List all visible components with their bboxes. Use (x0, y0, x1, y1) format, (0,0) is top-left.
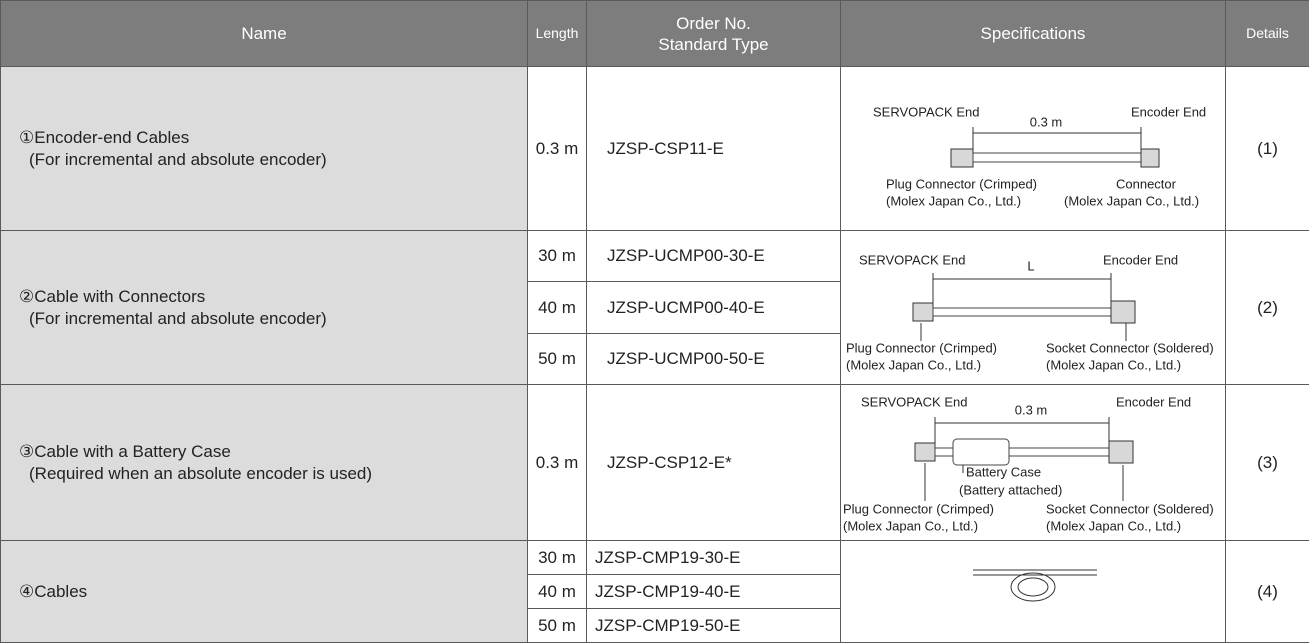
diagram-label: Encoder End (1103, 252, 1178, 267)
diagram-label: Encoder End (1131, 104, 1206, 119)
order-no: JZSP-CMP19-50-E (586, 608, 841, 643)
name: ①Encoder-end Cables (19, 127, 190, 147)
cable (972, 152, 1142, 163)
diagram-label: (Molex Japan Co., Ltd.) (846, 357, 981, 372)
header-text: Order No. (676, 13, 751, 33)
length: 40 m (527, 281, 587, 334)
connector (950, 148, 974, 168)
connector (1110, 300, 1136, 324)
name-cell: ①Encoder-end Cables (For incremental and … (0, 66, 528, 231)
order-no: JZSP-CSP11-E (586, 66, 841, 231)
header-text: Standard Type (658, 34, 769, 54)
connector (1108, 440, 1134, 464)
connector (912, 302, 934, 322)
header-cell: Name (0, 0, 528, 67)
diagram-label: SERVOPACK End (859, 252, 965, 267)
cable-diagram: SERVOPACK End 0.3 m Encoder End Battery … (843, 394, 1214, 533)
diagram-label: 0.3 m (1015, 402, 1048, 417)
length: 30 m (527, 540, 587, 575)
battery-case (952, 438, 1010, 466)
row: 40 m JZSP-CMP19-40-E (1, 574, 1309, 609)
details: (2) (1225, 230, 1309, 385)
diagram-label: Battery Case (966, 464, 1041, 479)
diagram-label: (Molex Japan Co., Ltd.) (886, 193, 1021, 208)
header-cell: Specifications (840, 0, 1226, 67)
order-no: JZSP-CSP12-E* (586, 384, 841, 541)
order-no: JZSP-CMP19-40-E (586, 574, 841, 609)
details: (4) (1225, 540, 1309, 643)
row: 50 m JZSP-UCMP00-50-E (1, 333, 1309, 385)
header-cell: Length (527, 0, 587, 67)
diagram-label: Plug Connector (Crimped) (846, 340, 997, 355)
header-cell: Order No. Standard Type (586, 0, 841, 67)
diagram-label: (Molex Japan Co., Ltd.) (1046, 518, 1181, 533)
length: 30 m (527, 230, 587, 282)
name-cell: ②Cable with Connectors (For incremental a… (0, 230, 528, 385)
order-no: JZSP-UCMP00-50-E (586, 333, 841, 385)
note: (For incremental and absolute encoder) (29, 308, 327, 328)
diagram-label: SERVOPACK End (861, 394, 967, 409)
details: (3) (1225, 384, 1309, 541)
diagram-label: Socket Connector (Soldered) (1046, 340, 1214, 355)
row: 40 m JZSP-UCMP00-40-E (1, 281, 1309, 334)
row: 50 m JZSP-CMP19-50-E (1, 608, 1309, 643)
spec-cell: SERVOPACK End 0.3 m Encoder End Battery … (840, 384, 1226, 541)
diagram-label: (Molex Japan Co., Ltd.) (1064, 193, 1199, 208)
header-cell: Details (1225, 0, 1309, 67)
name-cell: ④Cables (0, 540, 528, 643)
cable-diagram: SERVOPACK End L Encoder End Plug Connect… (846, 252, 1214, 372)
diagram-label: Encoder End (1116, 394, 1191, 409)
length: 40 m (527, 574, 587, 609)
name: ③Cable with a Battery Case (19, 441, 231, 461)
connector (1140, 148, 1160, 168)
diagram-label: Socket Connector (Soldered) (1046, 501, 1214, 516)
cable-coil (973, 569, 1097, 601)
connector (914, 442, 936, 462)
order-no: JZSP-UCMP00-30-E (586, 230, 841, 282)
note: (Required when an absolute encoder is us… (29, 463, 373, 483)
row: ③Cable with a Battery Case (Required when… (0, 384, 1309, 541)
note: (For incremental and absolute encoder) (29, 149, 327, 169)
diagram-label: (Battery attached) (959, 482, 1062, 497)
diagram-label: 0.3 m (1030, 114, 1063, 129)
length: 50 m (527, 608, 587, 643)
coil (1010, 572, 1056, 601)
name: ④Cables (19, 581, 88, 601)
row: ①Encoder-end Cables (For incremental and … (0, 66, 1309, 231)
spec-cell: SERVOPACK End 0.3 m Encoder End Plug Con… (840, 66, 1226, 231)
length: 50 m (527, 333, 587, 385)
cable (932, 307, 1112, 317)
diagram-label: Plug Connector (Crimped) (843, 501, 994, 516)
order-no: JZSP-UCMP00-40-E (586, 281, 841, 334)
diagram-label: L (1027, 258, 1034, 273)
cable-diagram: SERVOPACK End 0.3 m Encoder End Plug Con… (873, 104, 1206, 208)
row: ②Cable with Connectors (For incremental a… (0, 230, 1309, 385)
order-no: JZSP-CMP19-30-E (586, 540, 841, 575)
diagram-label: SERVOPACK End (873, 104, 979, 119)
diagram-label: Connector (1116, 176, 1177, 191)
header-row: Name Length Order No. Standard Type Speci… (0, 0, 1309, 67)
coil (1017, 577, 1049, 596)
length: 0.3 m (527, 384, 587, 541)
details: (1) (1225, 66, 1309, 231)
row: ④Cables 30 m JZSP-CMP19-30-E (4) (0, 540, 1309, 643)
name: ②Cable with Connectors (19, 286, 206, 306)
diagram-label: (Molex Japan Co., Ltd.) (843, 518, 978, 533)
diagram-label: (Molex Japan Co., Ltd.) (1046, 357, 1181, 372)
length: 0.3 m (527, 66, 587, 231)
name-cell: ③Cable with a Battery Case (Required when… (0, 384, 528, 541)
spec-cell (840, 540, 1226, 643)
spec-cell: SERVOPACK End L Encoder End Plug Connect… (840, 230, 1226, 385)
diagram-label: Plug Connector (Crimped) (886, 176, 1037, 191)
